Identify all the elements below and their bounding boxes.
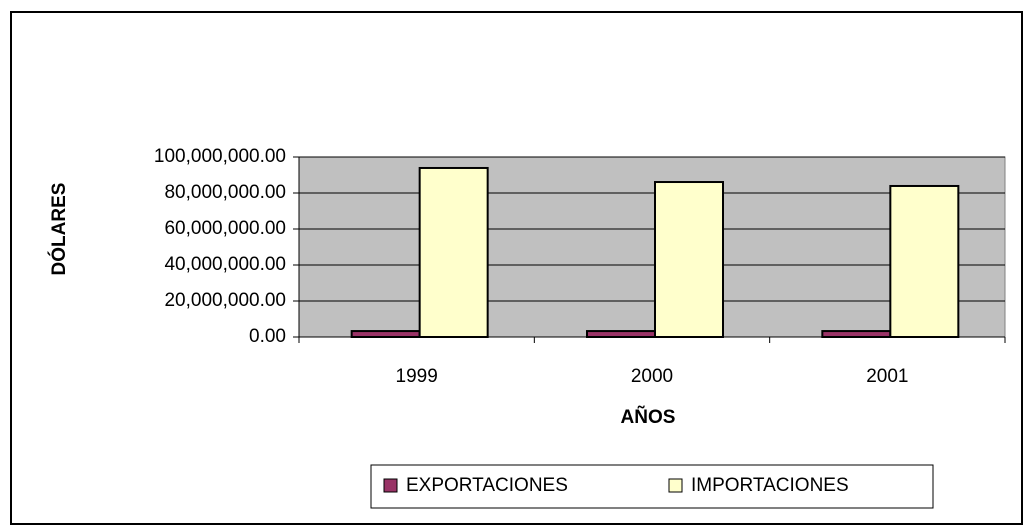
bar	[350, 330, 421, 338]
bar	[586, 330, 656, 338]
y-tick-label: 0.00	[249, 326, 286, 347]
bar	[654, 181, 724, 338]
legend-box	[370, 464, 934, 509]
legend-label: IMPORTACIONES	[691, 475, 849, 496]
y-tick-label: 80,000,000.00	[164, 182, 286, 203]
bar	[889, 184, 960, 338]
y-axis-label: DÓLARES	[48, 183, 70, 276]
legend-swatch	[668, 478, 683, 493]
y-tick-label: 40,000,000.00	[164, 254, 286, 275]
legend-label: EXPORTACIONES	[406, 475, 568, 496]
plot-area	[298, 156, 1006, 338]
x-tick-label: 2000	[631, 366, 673, 387]
bar	[418, 166, 489, 338]
y-tick-label: 100,000,000.00	[154, 146, 286, 167]
y-tick-label: 20,000,000.00	[164, 290, 286, 311]
x-tick-label: 1999	[396, 366, 438, 387]
y-tick-label: 60,000,000.00	[164, 218, 286, 239]
x-axis-label: AÑOS	[621, 406, 676, 428]
bar	[821, 330, 892, 338]
legend-swatch	[383, 478, 398, 493]
x-tick-label: 2001	[866, 366, 908, 387]
